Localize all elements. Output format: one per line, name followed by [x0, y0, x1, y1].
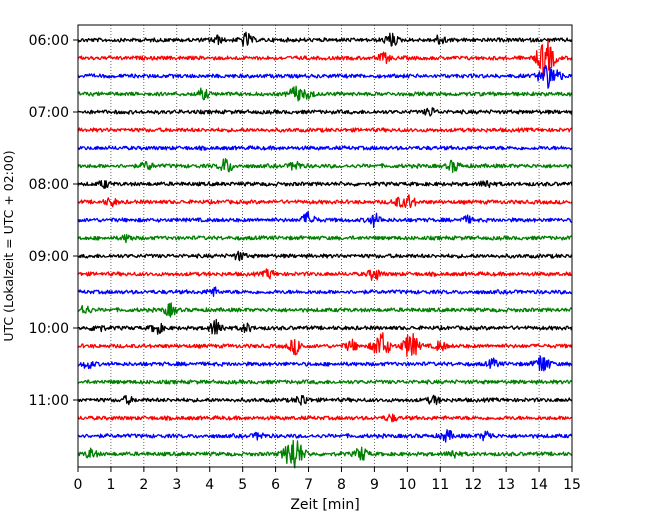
x-tick-label: 14: [530, 477, 548, 493]
trace-1100: [77, 394, 573, 406]
trace-1000: [77, 318, 573, 335]
trace-0630: [77, 65, 573, 89]
x-tick-label: 13: [497, 477, 515, 493]
trace-0930: [77, 286, 573, 297]
trace-0615: [77, 39, 573, 77]
x-tick-label: 7: [304, 477, 313, 493]
trace-1015: [77, 332, 573, 357]
y-tick-label: 08:00: [29, 177, 69, 193]
trace-0830: [77, 210, 573, 229]
x-tick-label: 9: [370, 477, 379, 493]
x-tick-label: 2: [139, 477, 148, 493]
x-tick-label: 8: [337, 477, 346, 493]
trace-1115: [77, 413, 573, 423]
x-tick-label: 6: [271, 477, 280, 493]
trace-0800: [77, 180, 573, 190]
y-axis-label: UTC (Lokalzeit = UTC + 02:00): [1, 150, 16, 341]
x-tick-label: 5: [238, 477, 247, 493]
y-tick-label: 11:00: [29, 393, 69, 409]
trace-1030: [77, 355, 573, 372]
trace-0700: [77, 107, 573, 117]
trace-0945: [77, 302, 573, 318]
trace-0900: [77, 250, 573, 262]
trace-0715: [77, 127, 573, 133]
y-tick-label: 07:00: [29, 105, 69, 121]
trace-1145: [77, 439, 573, 469]
trace-1045: [77, 379, 573, 385]
trace-0730: [77, 145, 573, 151]
trace-0845: [77, 233, 573, 244]
y-tick-label: 06:00: [29, 33, 69, 49]
trace-0600: [77, 31, 573, 47]
x-tick-label: 10: [398, 477, 416, 493]
trace-0815: [77, 194, 573, 209]
trace-1130: [77, 429, 573, 443]
trace-0745: [77, 157, 573, 173]
x-tick-label: 3: [172, 477, 181, 493]
x-axis-ticks: 0 1 2 3 4 5 6 7 8 9 10 11 12 13 14 15: [74, 467, 581, 493]
y-axis-ticks: 06:00 07:00 08:00 09:00 10:00 11:00: [29, 33, 78, 409]
x-tick-label: 1: [106, 477, 115, 493]
x-axis-label: Zeit [min]: [290, 497, 359, 513]
x-tick-label: 0: [74, 477, 83, 493]
y-tick-label: 09:00: [29, 249, 69, 265]
x-tick-label: 12: [464, 477, 482, 493]
x-tick-label: 4: [205, 477, 214, 493]
x-tick-label: 11: [431, 477, 449, 493]
plot-frame: [77, 24, 573, 468]
trace-0645: [77, 85, 573, 102]
trace-0915: [77, 268, 573, 281]
seismogram-traces: [77, 31, 573, 469]
x-tick-label: 15: [563, 477, 581, 493]
y-tick-label: 10:00: [29, 321, 69, 337]
